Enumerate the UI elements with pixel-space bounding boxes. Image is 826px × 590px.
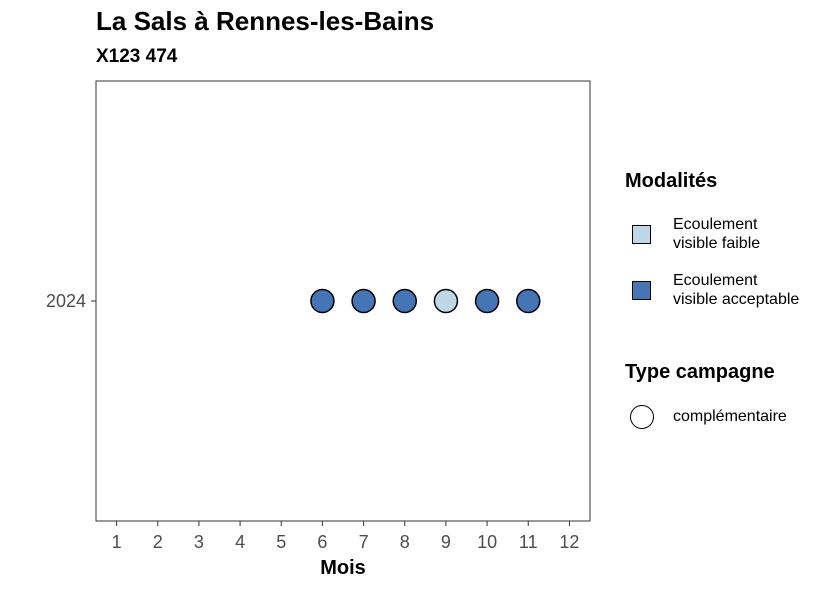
x-tick-label: 2: [153, 532, 163, 552]
legend-label: Ecoulement visible acceptable: [673, 272, 800, 308]
legend-campagne-title: Type campagne: [625, 361, 775, 383]
x-tick-label: 5: [276, 532, 286, 552]
chart-title: La Sals à Rennes-les-Bains: [96, 6, 435, 36]
legend-campagne: Type campagne complémentaire: [625, 361, 787, 456]
x-tick-label: 10: [477, 532, 497, 552]
legend-item: complémentaire: [625, 400, 787, 456]
legend-modalites-title: Modalités: [625, 170, 718, 192]
legend-swatch: [632, 225, 651, 244]
x-tick-label: 7: [359, 532, 369, 552]
data-point: [474, 288, 500, 314]
legend-label: Ecoulement visible faible: [673, 216, 761, 252]
x-tick-label: 3: [194, 532, 204, 552]
data-point: [310, 288, 335, 314]
y-axis: 2024: [46, 291, 96, 311]
data-point: [433, 288, 459, 314]
legend-modalites: Modalités Ecoulement visible faible Ecou…: [625, 170, 799, 327]
x-tick-label: 8: [400, 532, 410, 552]
x-tick-label: 4: [235, 532, 245, 552]
data-point: [351, 288, 376, 314]
data-point: [516, 288, 541, 314]
x-axis-title: Mois: [320, 557, 366, 579]
data-point: [392, 288, 417, 314]
legend-swatch: [632, 281, 651, 300]
legend-item: Ecoulement visible faible: [625, 215, 760, 271]
data-points: [310, 288, 541, 314]
x-tick-label: 9: [441, 532, 451, 552]
chart-subtitle: X123 474: [96, 46, 178, 67]
circle-icon: [630, 405, 654, 429]
plot-panel-border: [95, 80, 591, 522]
x-tick-label: 6: [317, 532, 327, 552]
x-axis: 1 2 3 4 5 6 7 8 9 10 11 12: [112, 521, 579, 552]
legend-label: complémentaire: [673, 408, 787, 425]
legend-item: Ecoulement visible acceptable: [625, 271, 799, 327]
y-tick-label: 2024: [46, 291, 86, 311]
x-tick-label: 1: [112, 532, 122, 552]
x-tick-label: 11: [519, 532, 538, 552]
x-tick-label: 12: [559, 532, 579, 552]
